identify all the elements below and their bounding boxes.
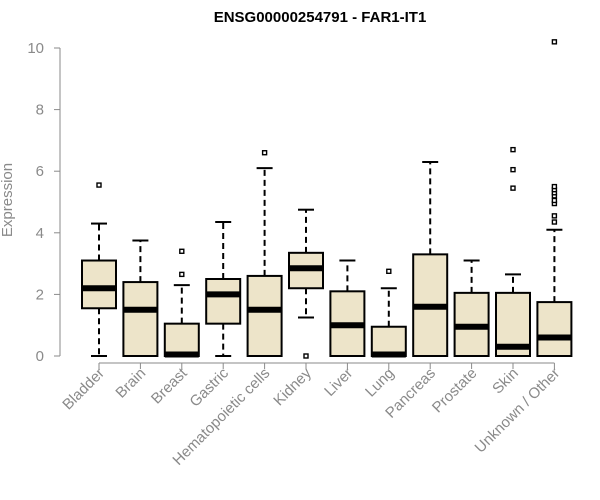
box-5 (246, 150, 283, 358)
outlier-point (510, 166, 516, 173)
x-tick-label: Breast (148, 364, 191, 407)
y-tick-label: 4 (36, 225, 44, 242)
outlier-point (551, 219, 558, 225)
box-8 (370, 268, 407, 358)
outlier-point (303, 353, 309, 359)
y-tick-label: 0 (36, 348, 44, 365)
outlier-point (551, 213, 558, 219)
outlier-point (179, 271, 185, 278)
outlier-point (510, 185, 516, 191)
box-3 (163, 248, 200, 358)
box-iqr (81, 259, 117, 310)
outlier-point (179, 248, 185, 254)
outlier-point (386, 268, 392, 274)
y-axis-label: Expression (0, 163, 16, 237)
x-tick-label: Kidney (270, 364, 315, 409)
x-tick-label: Prostate (429, 365, 481, 417)
outlier-point (261, 150, 268, 156)
box-iqr (536, 301, 573, 358)
x-tick-label: Brain (112, 365, 149, 402)
outlier-point (510, 146, 516, 153)
y-tick-label: 8 (36, 102, 44, 119)
box-iqr (205, 278, 242, 325)
box-iqr (246, 274, 283, 358)
box-iqr (122, 281, 159, 357)
box-4 (205, 221, 242, 357)
x-tick-label: Skin (489, 365, 522, 398)
box-11 (495, 146, 531, 357)
y-tick-label: 2 (36, 286, 44, 303)
outlier-point (551, 197, 558, 204)
x-tick-label: Bladder (59, 365, 108, 414)
box-iqr (163, 322, 200, 358)
x-tick-label: Lung (362, 365, 398, 401)
chart-title: ENSG00000254791 - FAR1-IT1 (214, 9, 427, 26)
box-9 (412, 160, 449, 357)
box-6 (288, 208, 324, 359)
box-12 (536, 39, 573, 358)
outlier-point (551, 183, 558, 190)
outlier-point (551, 39, 558, 45)
x-tick-label: Liver (321, 365, 356, 400)
box-7 (329, 259, 366, 358)
box-10 (453, 259, 490, 357)
box-1 (81, 182, 117, 357)
y-tick-label: 6 (36, 163, 44, 180)
boxes (81, 39, 573, 359)
box-2 (122, 239, 159, 357)
y-tick-label: 10 (27, 40, 44, 57)
outlier-point (96, 182, 102, 188)
